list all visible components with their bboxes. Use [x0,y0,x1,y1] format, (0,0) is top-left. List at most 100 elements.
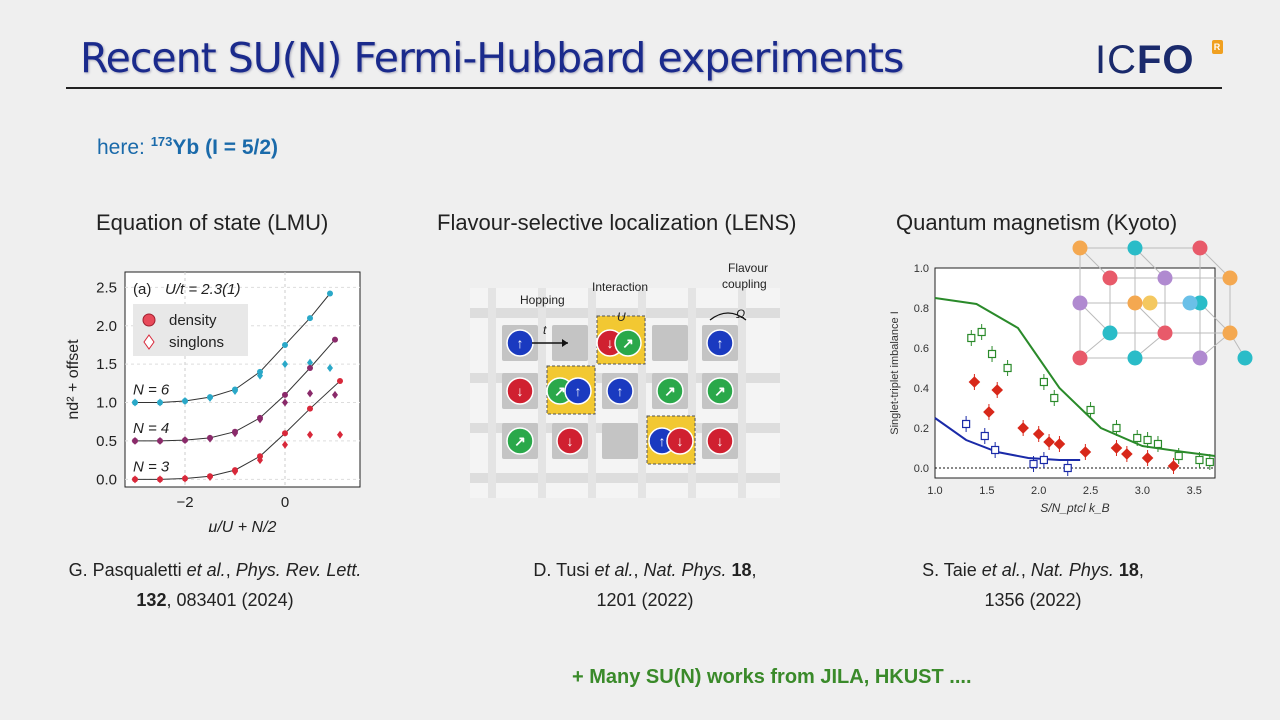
atom-green [506,427,534,455]
logo-text-ic: IC [1095,38,1137,82]
data-point [1110,442,1123,454]
coupling-arrow [709,312,747,321]
data-point [977,327,986,337]
singlon-point [207,393,213,402]
spin-arrow: ↗ [514,433,526,449]
lattice-atom [1222,325,1238,341]
eos-chart: 0.0 0.5 1.0 1.5 2.0 2.5 −2 0 μ/U + N/2 nd² + offs… [65,271,361,532]
singlon-point [132,436,138,445]
singlon-point [332,390,338,399]
lattice-atom [1142,295,1158,311]
singlon-point [207,434,213,443]
density-point [307,315,313,322]
y-tick-label: 1.0 [914,263,929,275]
lattice-atom [1127,350,1143,366]
data-point [987,349,997,359]
lattice-band [638,288,646,498]
label-t: t [543,323,547,337]
series-label: N = 3 [133,458,170,475]
lattice-atom [1127,240,1143,256]
lattice-band [738,288,746,498]
label-U: U [617,310,626,324]
x-tick-label: 2.0 [1031,485,1046,497]
ref-comma: , [1138,560,1144,580]
lattice-site [652,325,688,361]
y-tick-label: 2.5 [96,279,117,296]
ref-author: S. Taie [922,560,982,580]
singlon-point [132,398,138,407]
reference-kyoto: S. Taie et al., Nat. Phys. 18, 1356 (202… [868,555,1198,615]
singlon-point [307,430,313,439]
data-point [962,419,971,429]
singlon-point [232,429,238,438]
isotope-note: here: 173Yb (I = 5/2) [97,134,278,160]
ref-journal: Nat. Phys. [643,560,732,580]
ref-comma: , [751,560,757,580]
x-tick-label: 1.0 [927,485,942,497]
y-axis-label: nd² + offset [65,339,82,420]
ref-volume: 18 [1118,560,1139,580]
label-hopping: Hopping [520,293,565,307]
lattice-atom [1072,295,1088,311]
density-point [282,430,288,437]
x-tick-label: 1.5 [979,485,994,497]
lattice-atom [1192,240,1208,256]
spin-arrow: ↗ [622,335,634,351]
data-point [968,376,981,388]
data-point [1063,463,1072,473]
data-point [1141,452,1154,464]
y-axis-label: Singlet-triplet imbalance I [889,311,901,435]
panel-heading-lens: Flavour-selective localization (LENS) [437,210,797,235]
singlon-point [327,363,333,372]
singlon-point [182,436,188,445]
data-point [967,333,976,343]
ref-etal: et al. [594,560,634,580]
atom-red [666,427,694,455]
singlon-point [182,397,188,405]
spin-arrow: ↓ [517,383,524,399]
singlon-point [337,430,343,439]
annotation: U/t = 2.3(1) [165,281,240,298]
spin-arrow: ↑ [575,383,582,399]
data-point [1017,422,1029,434]
reference-lens: D. Tusi et al., Nat. Phys. 18, 1201 (202… [480,555,810,615]
x-tick-label: 3.0 [1135,485,1150,497]
atom-blue [564,377,592,405]
lattice-atom [1102,270,1118,286]
data-point [1143,435,1152,445]
atom-red [556,427,584,455]
theory-curve [934,297,1216,457]
spin-arrow: ↓ [717,433,724,449]
lattice-band [538,288,546,498]
legend-density-marker [142,313,156,327]
singlon-point [157,475,163,484]
data-point [1050,393,1059,403]
ref-journal: Phys. Rev. Lett. [235,560,362,580]
density-point [327,290,333,297]
atom-green [614,329,642,357]
legend-singlons-label: singlons [169,334,224,351]
ref-sep: , [1020,560,1031,580]
x-tick-label: 3.5 [1187,485,1202,497]
density-point [282,391,288,398]
data-point [1205,457,1214,467]
spin-arrow: ↗ [714,383,726,399]
logo-text-fo: FO [1137,38,1195,82]
x-axis-label: S/N_ptcl k_B [1040,501,1109,515]
singlon-point [232,387,238,396]
data-point [980,431,989,441]
y-tick-label: 2.0 [96,318,117,335]
theory-curve [934,417,1081,461]
singlon-point [232,467,238,476]
x-tick-label: 0 [281,494,289,511]
legend-singlons-marker [143,334,155,350]
label-interaction: Interaction [592,280,648,294]
data-point [1174,451,1183,461]
magnetism-chart: 0.0 0.2 0.4 0.6 0.8 1.0 1.0 1.5 2.0 2.5 3.0 3.5 S/N_… [889,240,1253,515]
singlon-point [257,415,263,424]
data-point [1133,433,1142,443]
singlon-point [182,474,188,483]
lattice-inset [1072,240,1253,366]
ref-journal: Nat. Phys. [1030,560,1119,580]
density-point [307,405,313,412]
